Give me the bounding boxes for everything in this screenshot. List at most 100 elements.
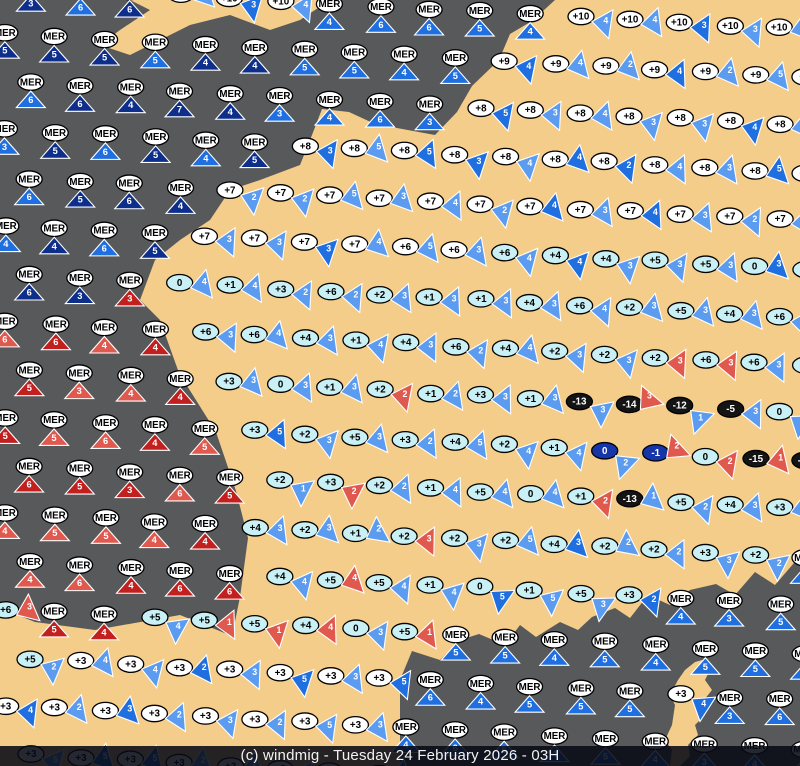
svg-text:MER: MER xyxy=(119,467,141,478)
svg-text:+8: +8 xyxy=(699,163,711,174)
svg-text:3: 3 xyxy=(127,485,132,495)
svg-text:2: 2 xyxy=(303,287,308,297)
svg-text:4: 4 xyxy=(603,16,608,26)
svg-text:MER: MER xyxy=(144,228,166,239)
svg-text:3: 3 xyxy=(353,671,358,681)
svg-text:MER: MER xyxy=(0,317,16,328)
svg-text:6: 6 xyxy=(103,436,108,446)
svg-text:MER: MER xyxy=(69,273,91,284)
svg-text:MER: MER xyxy=(469,6,491,17)
svg-text:3: 3 xyxy=(753,406,758,416)
svg-text:3: 3 xyxy=(427,117,432,127)
svg-text:4: 4 xyxy=(202,537,208,547)
svg-text:MER: MER xyxy=(20,77,42,88)
svg-text:4: 4 xyxy=(701,699,706,709)
svg-text:3: 3 xyxy=(777,360,782,370)
svg-text:+4: +4 xyxy=(450,437,462,448)
svg-text:4: 4 xyxy=(376,237,381,247)
svg-text:2: 2 xyxy=(177,709,182,719)
svg-text:+6: +6 xyxy=(499,248,511,259)
svg-text:5: 5 xyxy=(453,71,458,81)
svg-text:3: 3 xyxy=(702,118,707,128)
svg-text:+9: +9 xyxy=(600,61,612,72)
svg-text:MER: MER xyxy=(719,693,741,704)
svg-text:-1: -1 xyxy=(651,448,660,459)
svg-text:MER: MER xyxy=(169,471,191,482)
svg-text:3: 3 xyxy=(677,259,682,269)
svg-text:+3: +3 xyxy=(75,656,87,667)
svg-text:5: 5 xyxy=(252,155,257,165)
svg-text:+2: +2 xyxy=(500,536,512,547)
svg-text:5: 5 xyxy=(551,593,556,603)
svg-text:3: 3 xyxy=(303,380,308,390)
svg-text:+2: +2 xyxy=(499,439,511,450)
svg-text:6: 6 xyxy=(27,192,32,202)
svg-text:3: 3 xyxy=(553,108,558,118)
svg-text:3: 3 xyxy=(552,298,557,308)
svg-text:+2: +2 xyxy=(375,384,387,395)
svg-text:+9: +9 xyxy=(499,56,511,67)
svg-text:3: 3 xyxy=(427,533,432,543)
svg-text:MER: MER xyxy=(343,48,365,59)
svg-text:5: 5 xyxy=(503,108,508,118)
svg-text:MER: MER xyxy=(18,174,40,185)
svg-text:5: 5 xyxy=(202,442,207,452)
svg-text:+4: +4 xyxy=(250,523,262,534)
svg-text:MER: MER xyxy=(120,82,142,93)
svg-text:MER: MER xyxy=(0,124,15,135)
svg-text:+3: +3 xyxy=(475,390,487,401)
svg-text:+1: +1 xyxy=(350,335,362,346)
svg-text:+8: +8 xyxy=(725,116,737,127)
svg-text:+2: +2 xyxy=(648,545,660,556)
svg-text:4: 4 xyxy=(128,389,134,399)
svg-text:+10: +10 xyxy=(273,0,290,7)
svg-text:+7: +7 xyxy=(675,209,687,220)
svg-text:-5: -5 xyxy=(726,404,735,415)
svg-text:+4: +4 xyxy=(500,344,512,355)
svg-text:2: 2 xyxy=(402,481,407,491)
svg-text:2: 2 xyxy=(728,456,733,466)
svg-text:0: 0 xyxy=(477,582,483,593)
svg-text:0: 0 xyxy=(703,452,709,463)
svg-text:3: 3 xyxy=(727,555,732,565)
svg-text:6: 6 xyxy=(78,3,83,13)
svg-text:3: 3 xyxy=(328,145,333,155)
svg-text:+7: +7 xyxy=(324,190,336,201)
svg-text:MER: MER xyxy=(119,276,141,287)
svg-text:MER: MER xyxy=(45,319,67,330)
svg-text:-15: -15 xyxy=(749,454,764,465)
svg-text:+3: +3 xyxy=(0,701,12,712)
svg-text:+3: +3 xyxy=(400,435,412,446)
svg-text:MER: MER xyxy=(219,569,241,580)
svg-text:6: 6 xyxy=(103,147,108,157)
svg-text:3: 3 xyxy=(227,234,232,244)
svg-text:5: 5 xyxy=(428,241,433,251)
svg-text:MER: MER xyxy=(68,368,90,379)
svg-text:3: 3 xyxy=(127,703,132,713)
svg-text:0: 0 xyxy=(278,379,284,390)
svg-text:+1: +1 xyxy=(524,586,536,597)
svg-text:+1: +1 xyxy=(425,483,437,494)
svg-text:5: 5 xyxy=(52,49,57,59)
svg-text:-13: -13 xyxy=(572,397,587,408)
svg-text:MER: MER xyxy=(0,28,16,39)
svg-text:5: 5 xyxy=(778,617,783,627)
svg-text:3: 3 xyxy=(251,0,256,9)
svg-text:5: 5 xyxy=(153,150,158,160)
svg-text:4: 4 xyxy=(652,15,657,25)
svg-text:+7: +7 xyxy=(425,196,437,207)
svg-text:4: 4 xyxy=(228,107,234,117)
svg-text:5: 5 xyxy=(527,700,532,710)
svg-text:6: 6 xyxy=(777,712,782,722)
svg-text:5: 5 xyxy=(427,146,432,156)
svg-text:5: 5 xyxy=(153,55,158,65)
svg-text:+2: +2 xyxy=(650,353,662,364)
svg-text:+9: +9 xyxy=(550,59,562,70)
svg-text:+6: +6 xyxy=(700,355,712,366)
svg-text:MER: MER xyxy=(419,675,441,686)
svg-text:+1: +1 xyxy=(549,443,561,454)
svg-text:3: 3 xyxy=(627,355,632,365)
svg-text:+9: +9 xyxy=(700,67,712,78)
svg-text:3: 3 xyxy=(378,627,383,637)
svg-text:4: 4 xyxy=(276,328,281,338)
